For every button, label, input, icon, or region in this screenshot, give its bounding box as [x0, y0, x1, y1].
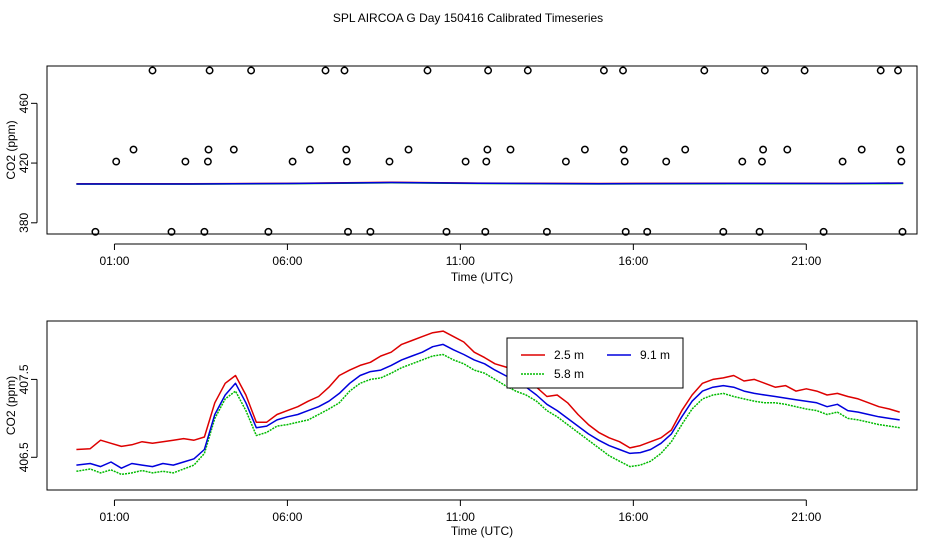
y-axis-title: CO2 (ppm) [4, 376, 18, 435]
plot-frame [46, 65, 918, 235]
data-point [205, 66, 214, 75]
series-line [76, 353, 900, 476]
y-tick-label: 420 [17, 153, 31, 173]
x-tick-label: 16:00 [618, 510, 648, 524]
x-tick-label: 01:00 [99, 510, 129, 524]
legend-label: 9.1 m [640, 348, 670, 362]
data-point [561, 157, 570, 166]
series-line [76, 330, 900, 451]
data-point [580, 145, 589, 154]
data-point [542, 227, 551, 236]
data-point [838, 157, 847, 166]
data-point [643, 227, 652, 236]
data-point [783, 145, 792, 154]
data-point [758, 157, 766, 166]
x-tick-label: 21:00 [791, 254, 821, 268]
data-point [247, 66, 256, 75]
data-point [481, 227, 490, 236]
data-point [619, 66, 627, 75]
data-point [681, 145, 690, 154]
scatter-panel: 01:00 06:00 11:00 16:00 21:00 Time (UTC) 380 42… [4, 65, 918, 284]
data-point [898, 227, 907, 236]
data-point [423, 66, 432, 75]
data-point [484, 66, 493, 75]
line-panel: 01:00 06:00 11:00 16:00 21:00 Time (UTC) 406.5… [4, 320, 918, 538]
x-tick-label: 16:00 [618, 254, 648, 268]
data-point [442, 227, 451, 236]
data-point [148, 66, 157, 75]
data-point [342, 157, 351, 166]
y-tick-label: 407.5 [17, 364, 31, 394]
data-point [342, 145, 351, 154]
data-point [167, 227, 176, 236]
data-point [819, 227, 828, 236]
data-point [204, 145, 213, 154]
plot-frame [46, 320, 918, 491]
data-point [482, 157, 491, 166]
data-point [599, 66, 608, 75]
data-point [506, 145, 515, 154]
data-point [483, 145, 492, 154]
data-point [404, 145, 413, 154]
y-tick-label: 460 [17, 93, 31, 113]
y-tick-label: 380 [17, 212, 31, 232]
x-axis-title: Time (UTC) [451, 524, 513, 538]
x-tick-label: 21:00 [791, 510, 821, 524]
x-axis-title: Time (UTC) [451, 270, 513, 284]
series-line [76, 343, 900, 469]
x-tick-label: 06:00 [272, 254, 302, 268]
data-point [700, 66, 709, 75]
data-point [385, 157, 394, 166]
data-point [755, 227, 764, 236]
legend-box [506, 337, 684, 389]
data-point [112, 157, 121, 166]
data-point [662, 157, 671, 166]
data-point [321, 66, 330, 75]
data-point [896, 145, 905, 154]
legend-label: 2.5 m [554, 348, 584, 362]
data-point [621, 227, 630, 236]
x-tick-label: 11:00 [446, 254, 475, 268]
data-point [719, 227, 728, 236]
data-point [738, 157, 747, 166]
data-point [523, 66, 532, 75]
data-point [619, 145, 628, 154]
x-tick-label: 01:00 [99, 254, 129, 268]
data-point [620, 157, 629, 166]
x-tick-label: 06:00 [272, 510, 302, 524]
data-point [203, 157, 212, 166]
data-point [366, 227, 375, 236]
data-point [181, 157, 190, 166]
data-point [857, 145, 866, 154]
y-axis-title: CO2 (ppm) [4, 120, 18, 179]
data-point [340, 66, 349, 75]
data-point [264, 227, 273, 236]
data-point [760, 66, 769, 75]
x-tick-label: 11:00 [446, 510, 475, 524]
chart-title: SPL AIRCOA G Day 150416 Calibrated Times… [333, 11, 603, 25]
data-point [759, 145, 768, 154]
data-point [305, 145, 314, 154]
data-point [129, 145, 138, 154]
data-point [229, 145, 238, 154]
data-point [800, 66, 809, 75]
data-point [897, 157, 906, 166]
data-point [461, 157, 470, 166]
legend-label: 5.8 m [554, 367, 584, 381]
series-line [76, 181, 904, 185]
data-point [894, 66, 902, 75]
data-point [200, 227, 209, 236]
data-point [344, 227, 352, 236]
data-point [288, 157, 297, 166]
data-point [91, 227, 100, 236]
y-tick-label: 406.5 [17, 442, 31, 472]
data-point [876, 66, 885, 75]
